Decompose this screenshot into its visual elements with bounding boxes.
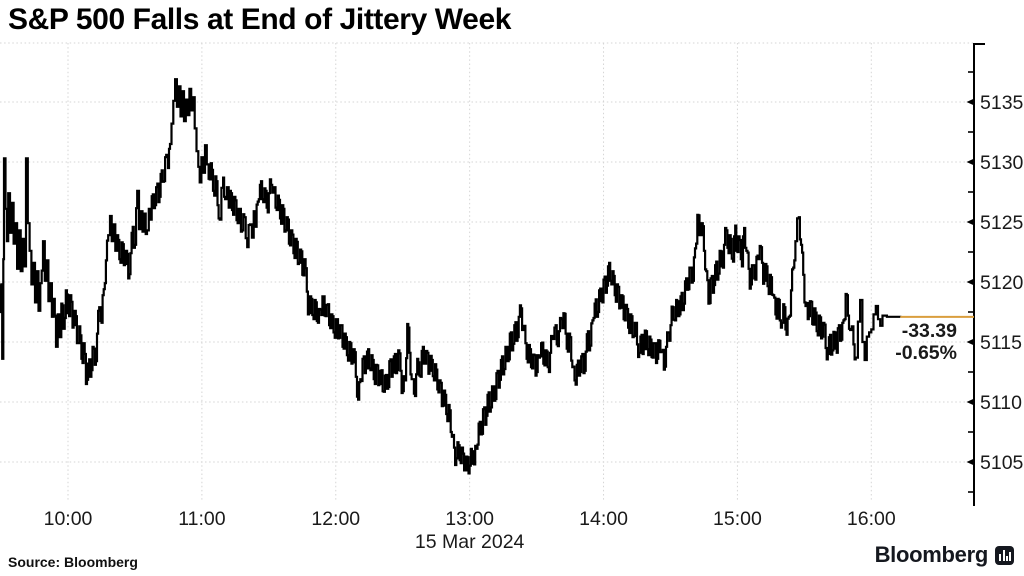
y-major-tick: [966, 218, 974, 226]
pct-change-label: -0.65%: [895, 342, 957, 364]
x-tick-label: 16:00: [847, 508, 896, 530]
x-tick-label: 15:00: [713, 508, 762, 530]
y-major-tick: [966, 278, 974, 286]
bloomberg-terminal-icon: [995, 545, 1014, 565]
bloomberg-logo: Bloomberg: [875, 542, 1014, 568]
y-major-tick: [966, 458, 974, 466]
net-change-label: -33.39: [902, 320, 957, 342]
x-tick-label: 13:00: [445, 508, 494, 530]
y-tick-label: 5135: [980, 92, 1024, 114]
y-tick-label: 5110: [980, 392, 1022, 414]
y-major-tick: [966, 398, 974, 406]
y-tick-label: 5105: [980, 452, 1024, 474]
y-major-tick: [966, 158, 974, 166]
chart-title: S&P 500 Falls at End of Jittery Week: [8, 3, 512, 36]
date-label: 15 Mar 2024: [415, 531, 525, 553]
y-tick-label: 5115: [980, 332, 1022, 354]
y-tick-label: 5120: [980, 272, 1024, 294]
x-tick-label: 10:00: [44, 508, 93, 530]
x-tick-label: 12:00: [311, 508, 360, 530]
y-major-tick: [966, 338, 974, 346]
price-line: [0, 78, 902, 475]
y-major-tick: [966, 98, 974, 106]
y-tick-label: 5125: [980, 212, 1024, 234]
bloomberg-logo-text: Bloomberg: [874, 542, 989, 567]
x-tick-label: 11:00: [178, 508, 226, 530]
x-tick-label: 14:00: [579, 508, 628, 530]
y-tick-label: 5130: [980, 152, 1024, 174]
source-label: Source: Bloomberg: [8, 554, 138, 570]
